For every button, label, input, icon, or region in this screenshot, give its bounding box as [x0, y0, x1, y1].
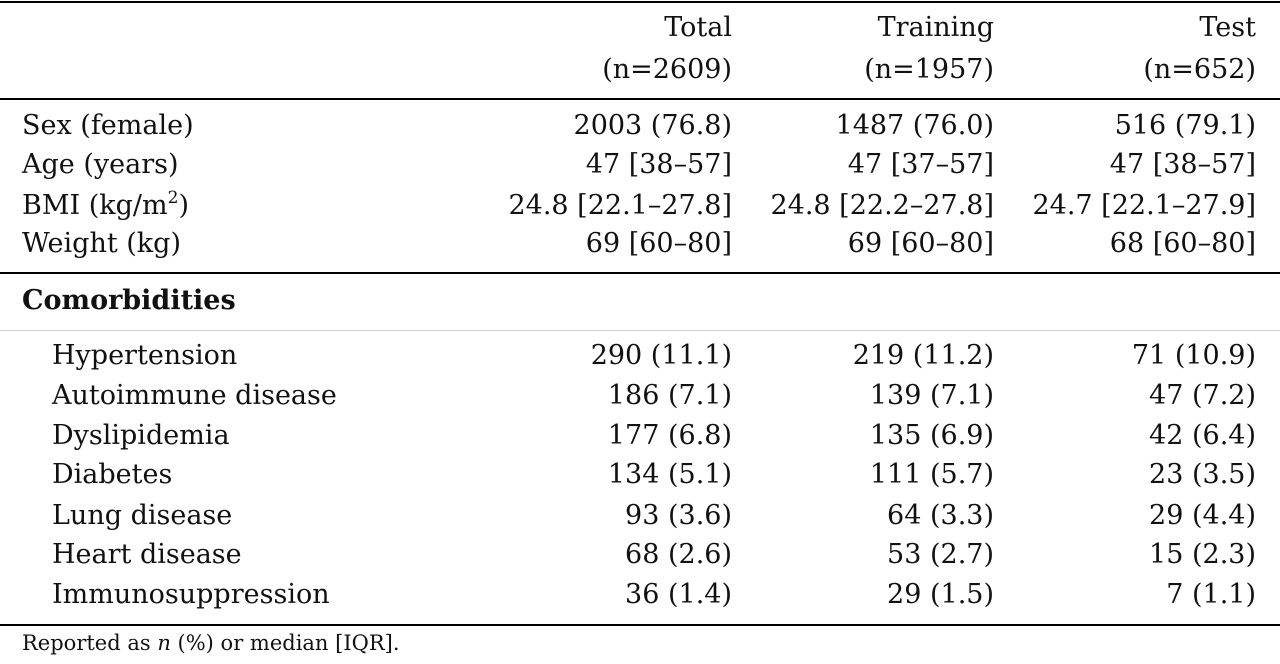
bottom-rule [0, 624, 1280, 626]
cell-dyslipidemia-total: 177 (6.8) [607, 420, 732, 451]
cell-lung-total: 93 (3.6) [625, 500, 732, 531]
cell-hypertension-training: 219 (11.2) [852, 340, 994, 371]
cell-sex-total: 2003 (76.8) [573, 110, 732, 141]
cell-age-total: 47 [38–57] [585, 149, 732, 180]
cell-heart-test: 15 (2.3) [1149, 539, 1256, 570]
cell-immunosuppression-test: 7 (1.1) [1166, 579, 1256, 610]
cell-diabetes-total: 134 (5.1) [607, 459, 732, 490]
bmi-label-prefix: BMI (kg/m [22, 190, 168, 221]
top-rule [0, 1, 1280, 3]
col-header-training: Training [877, 12, 994, 43]
cell-sex-test: 516 (79.1) [1114, 110, 1256, 141]
cell-hypertension-total: 290 (11.1) [590, 340, 732, 371]
row-label-bmi: BMI (kg/m2) [22, 190, 189, 222]
cell-weight-training: 69 [60–80] [847, 228, 994, 259]
footnote-italic: n [157, 631, 171, 655]
col-header-total-n: (n=2609) [602, 54, 732, 85]
cell-bmi-training: 24.8 [22.2–27.8] [770, 190, 994, 221]
cell-diabetes-training: 111 (5.7) [869, 459, 994, 490]
cell-autoimmune-total: 186 (7.1) [607, 380, 732, 411]
cell-bmi-total: 24.8 [22.1–27.8] [508, 190, 732, 221]
cell-sex-training: 1487 (76.0) [835, 110, 994, 141]
cell-lung-training: 64 (3.3) [887, 500, 994, 531]
bmi-label-suffix: ) [178, 190, 189, 221]
row-label-immunosuppression: Immunosuppression [52, 579, 330, 610]
cell-dyslipidemia-training: 135 (6.9) [869, 420, 994, 451]
cell-age-test: 47 [38–57] [1109, 149, 1256, 180]
cell-weight-test: 68 [60–80] [1109, 228, 1256, 259]
cell-autoimmune-test: 47 (7.2) [1149, 380, 1256, 411]
row-label-age: Age (years) [22, 149, 179, 180]
header-rule [0, 98, 1280, 100]
row-label-lung: Lung disease [52, 500, 233, 531]
col-header-total: Total [664, 12, 732, 43]
footnote-prefix: Reported as [22, 631, 158, 655]
col-header-test-n: (n=652) [1143, 54, 1256, 85]
cell-weight-total: 69 [60–80] [585, 228, 732, 259]
cell-dyslipidemia-test: 42 (6.4) [1149, 420, 1256, 451]
row-label-hypertension: Hypertension [52, 340, 238, 371]
cell-bmi-test: 24.7 [22.1–27.9] [1032, 190, 1256, 221]
row-label-autoimmune: Autoimmune disease [52, 380, 337, 411]
cell-lung-test: 29 (4.4) [1149, 500, 1256, 531]
cell-diabetes-test: 23 (3.5) [1149, 459, 1256, 490]
row-label-sex: Sex (female) [22, 110, 194, 141]
row-label-weight: Weight (kg) [22, 228, 181, 259]
cell-immunosuppression-total: 36 (1.4) [625, 579, 732, 610]
col-header-test: Test [1199, 12, 1256, 43]
footnote-suffix: (%) or median [IQR]. [170, 631, 400, 655]
bmi-label-sup: 2 [167, 188, 179, 208]
section-title-comorbidities: Comorbidities [22, 285, 236, 316]
table-footnote: Reported as n (%) or median [IQR]. [22, 630, 400, 656]
cell-autoimmune-training: 139 (7.1) [869, 380, 994, 411]
cell-heart-training: 53 (2.7) [887, 539, 994, 570]
row-label-dyslipidemia: Dyslipidemia [52, 420, 230, 451]
col-header-training-n: (n=1957) [864, 54, 994, 85]
cell-hypertension-test: 71 (10.9) [1131, 340, 1256, 371]
mid-rule [0, 272, 1280, 274]
row-label-heart: Heart disease [52, 539, 242, 570]
cell-immunosuppression-training: 29 (1.5) [887, 579, 994, 610]
cell-heart-total: 68 (2.6) [625, 539, 732, 570]
row-label-diabetes: Diabetes [52, 459, 173, 490]
cell-age-training: 47 [37–57] [847, 149, 994, 180]
section-rule [0, 330, 1280, 331]
